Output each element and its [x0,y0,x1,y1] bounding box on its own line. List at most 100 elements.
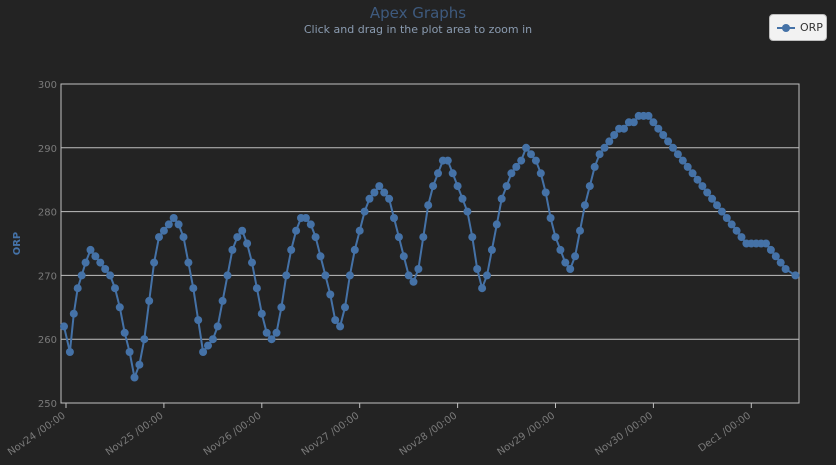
data-point [478,284,487,293]
data-point [414,265,423,273]
data-point [507,169,516,178]
data-point [115,303,124,312]
data-point [145,296,154,305]
data-point [536,169,545,178]
data-point [81,258,90,267]
x-tick-label: Dec1 /00:00 [697,410,753,454]
data-point [228,245,237,254]
data-point [654,124,663,133]
data-point [713,201,721,210]
data-point [448,169,457,178]
data-point [223,271,232,280]
data-point [150,258,159,267]
data-point [184,258,193,267]
data-point [164,220,173,229]
data-point [527,150,535,159]
data-point [762,239,770,248]
data-point [600,143,609,152]
data-point [65,348,74,356]
data-point [561,258,570,267]
data-point [106,271,115,280]
data-point [380,188,389,197]
data-point [492,220,501,229]
data-point [345,271,354,280]
data-point [781,265,790,273]
data-point [629,118,638,127]
data-point [248,258,256,267]
data-point [301,214,310,222]
data-point [238,226,247,235]
data-point [620,124,628,133]
data-point [571,252,580,261]
data-point [69,309,78,318]
data-point [585,182,594,191]
data-point [174,220,183,229]
data-point [130,373,139,382]
legend-label: ORP [800,21,823,34]
x-tick-label: Nov28 /00:00 [398,410,460,458]
data-point [331,316,340,325]
data-point [541,188,550,197]
data-point [60,322,68,331]
chart-title: Apex Graphs [369,4,467,22]
y-tick-label: 250 [38,399,57,410]
data-point [91,252,100,261]
data-point [424,201,433,210]
data-point [243,239,252,248]
data-point [316,252,325,261]
data-point [551,233,560,242]
data-point [683,162,692,171]
data-point [473,265,482,273]
data-point [737,233,746,242]
data-point [155,233,163,242]
data-point [125,348,134,356]
data-point [179,233,188,242]
data-point [257,309,266,318]
data-point [287,245,296,254]
x-tick-label: Nov29 /00:00 [496,410,558,458]
data-point [678,156,687,165]
data-point [218,296,227,305]
x-tick-label: Nov24 /00:00 [6,410,68,458]
data-point [208,335,217,344]
data-point [463,207,472,216]
data-point [649,118,658,127]
data-point [727,220,736,229]
y-tick-label: 260 [38,335,57,346]
data-point [311,233,320,242]
data-point [688,169,697,178]
data-point [580,201,589,210]
data-point [77,271,86,280]
data-point [169,214,178,222]
data-point [703,188,712,197]
data-point [111,284,119,293]
data-point [272,328,281,337]
data-point [664,137,673,146]
data-point [791,271,800,280]
data-point [159,226,168,235]
data-point [350,245,359,254]
data-point [717,207,726,216]
data-point [252,284,261,293]
x-tick-label: Nov30 /00:00 [593,410,655,458]
legend-item-orp[interactable]: ORP [769,14,827,41]
data-point [708,194,717,203]
data-point [458,194,467,203]
data-point [326,290,335,299]
data-point [262,328,271,337]
data-point [698,182,707,191]
data-point [370,188,379,197]
data-point [512,162,521,171]
data-point [443,156,452,165]
data-point [576,226,584,235]
data-point [404,271,413,280]
data-point [590,162,599,171]
data-point [375,182,384,191]
data-point [766,245,775,254]
data-point [86,245,95,254]
data-point [140,335,149,344]
data-point [282,271,291,280]
y-axis-label: ORP [12,232,23,256]
data-point [194,316,203,325]
